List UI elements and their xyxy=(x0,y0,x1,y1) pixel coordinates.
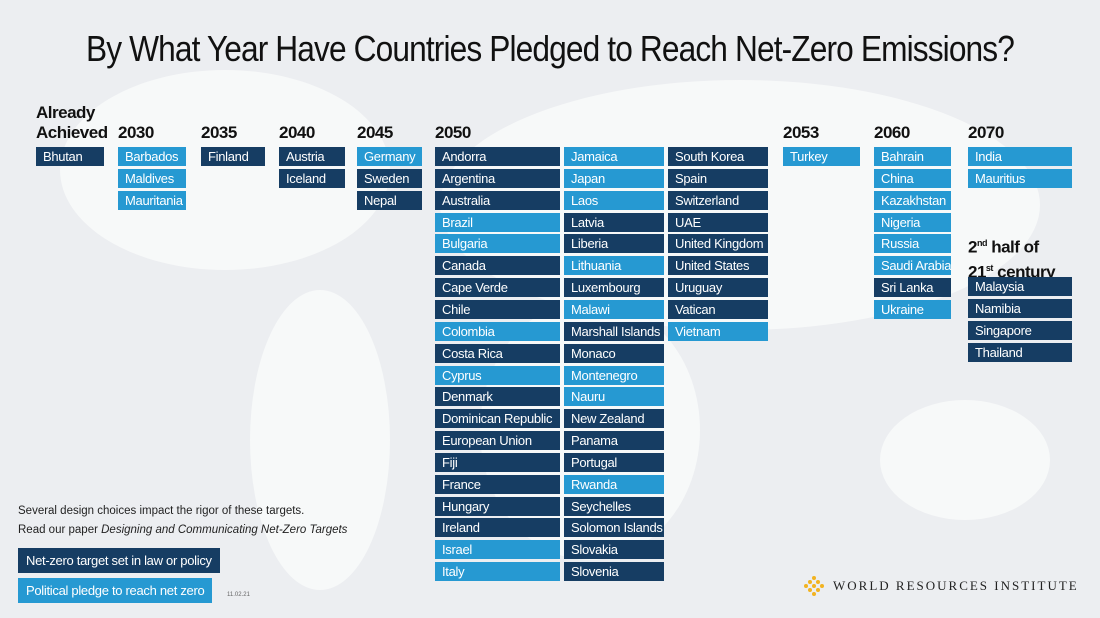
country-cell: Malaysia xyxy=(968,277,1072,296)
country-cell: New Zealand xyxy=(564,409,664,429)
country-cell: Ireland xyxy=(435,518,560,538)
country-cell: United Kingdom xyxy=(668,234,768,254)
country-cell: Canada xyxy=(435,256,560,276)
country-cell: India xyxy=(968,147,1072,166)
column-heading: 2053 xyxy=(783,123,819,142)
column-heading: 2070 xyxy=(968,123,1004,142)
column-heading: 2045 xyxy=(357,123,393,142)
country-cell: Luxembourg xyxy=(564,278,664,298)
country-cell: Austria xyxy=(279,147,345,166)
country-cell: Latvia xyxy=(564,212,664,232)
column-heading: 2040 xyxy=(279,123,315,142)
paper-link[interactable]: Designing and Communicating Net-Zero Tar… xyxy=(101,524,348,536)
country-cell: Malawi xyxy=(564,299,664,319)
country-cell: Rwanda xyxy=(564,474,664,494)
map-africa xyxy=(480,300,700,560)
country-cell: Laos xyxy=(564,190,664,210)
map-australia xyxy=(880,400,1050,520)
country-cell: China xyxy=(874,168,951,188)
column-heading: Already Achieved xyxy=(36,103,108,142)
country-cell: Slovenia xyxy=(564,562,664,582)
country-cell: Namibia xyxy=(968,298,1072,318)
country-cell: Ukraine xyxy=(874,299,951,319)
country-cell: Iceland xyxy=(279,168,345,188)
note-line-1: Several design choices impact the rigor … xyxy=(18,505,305,517)
country-cell: Solomon Islands xyxy=(564,518,664,538)
wri-logo-text: WORLD RESOURCES INSTITUTE xyxy=(833,578,1079,593)
country-cell: Nepal xyxy=(357,190,422,210)
country-cell: Slovakia xyxy=(564,540,664,560)
country-cell: Nauru xyxy=(564,387,664,407)
country-cell: Finland xyxy=(201,147,265,166)
country-cell: Nigeria xyxy=(874,212,951,232)
note-prefix: Read our paper xyxy=(18,524,102,536)
country-cell: Saudi Arabia xyxy=(874,256,951,276)
country-cell: Costa Rica xyxy=(435,343,560,363)
country-cell: Thailand xyxy=(968,342,1072,362)
country-cell: European Union xyxy=(435,431,560,451)
column-heading: 2035 xyxy=(201,123,237,142)
country-cell: Germany xyxy=(357,147,422,166)
map-south-america xyxy=(250,290,390,590)
legend-law: Net-zero target set in law or policy xyxy=(18,548,220,573)
country-cell: Fiji xyxy=(435,452,560,472)
country-cell: Kazakhstan xyxy=(874,190,951,210)
column-heading: 2030 xyxy=(118,123,154,142)
wri-logo-icon xyxy=(804,576,824,596)
country-cell: South Korea xyxy=(668,147,768,166)
country-cell: Maldives xyxy=(118,168,186,188)
country-cell: Liberia xyxy=(564,234,664,254)
country-cell: Mauritius xyxy=(968,168,1072,188)
date-stamp: 11.02.21 xyxy=(227,592,250,598)
country-cell: Vatican xyxy=(668,299,768,319)
country-cell: Marshall Islands xyxy=(564,321,664,341)
country-cell: Denmark xyxy=(435,387,560,407)
country-cell: Seychelles xyxy=(564,496,664,516)
country-cell: Vietnam xyxy=(668,321,768,341)
country-cell: Italy xyxy=(435,562,560,582)
country-cell: Australia xyxy=(435,190,560,210)
country-cell: Andorra xyxy=(435,147,560,166)
country-cell: Spain xyxy=(668,168,768,188)
country-cell: Argentina xyxy=(435,168,560,188)
wri-logo: WORLD RESOURCES INSTITUTE xyxy=(803,575,1079,597)
country-cell: Monaco xyxy=(564,343,664,363)
column-heading: 2050 xyxy=(435,123,471,142)
country-cell: France xyxy=(435,474,560,494)
country-cell: Brazil xyxy=(435,212,560,232)
country-cell: Sri Lanka xyxy=(874,278,951,298)
country-cell: Israel xyxy=(435,540,560,560)
country-cell: Russia xyxy=(874,234,951,254)
country-cell: Cyprus xyxy=(435,365,560,385)
country-cell: Uruguay xyxy=(668,278,768,298)
country-cell: Lithuania xyxy=(564,256,664,276)
country-cell: Bulgaria xyxy=(435,234,560,254)
country-cell: Dominican Republic xyxy=(435,409,560,429)
legend-pledge: Political pledge to reach net zero xyxy=(18,578,213,603)
country-cell: Switzerland xyxy=(668,190,768,210)
country-cell: Sweden xyxy=(357,168,422,188)
country-cell: Japan xyxy=(564,168,664,188)
country-cell: Cape Verde xyxy=(435,278,560,298)
country-cell: Panama xyxy=(564,431,664,451)
country-cell: Barbados xyxy=(118,147,186,166)
country-cell: Colombia xyxy=(435,321,560,341)
country-cell: Turkey xyxy=(783,147,860,166)
country-cell: United States xyxy=(668,256,768,276)
page-title: By What Year Have Countries Pledged to R… xyxy=(85,28,1015,69)
country-cell: Hungary xyxy=(435,496,560,516)
column-heading: 2nd half of 21st century xyxy=(968,237,1056,282)
country-cell: Chile xyxy=(435,299,560,319)
note-line-2: Read our paper Designing and Communicati… xyxy=(18,524,347,536)
country-cell: Mauritania xyxy=(118,190,186,210)
country-cell: Bhutan xyxy=(36,147,104,166)
country-cell: Jamaica xyxy=(564,147,664,166)
country-cell: Montenegro xyxy=(564,365,664,385)
country-cell: Singapore xyxy=(968,320,1072,340)
column-heading: 2060 xyxy=(874,123,910,142)
country-cell: Portugal xyxy=(564,452,664,472)
country-cell: UAE xyxy=(668,212,768,232)
country-cell: Bahrain xyxy=(874,147,951,166)
